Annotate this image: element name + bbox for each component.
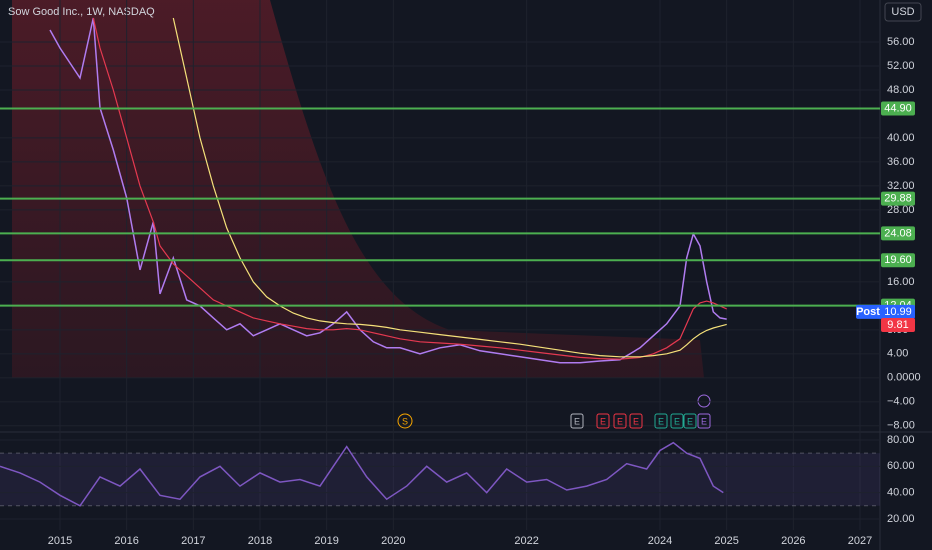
- rsi-band: [0, 453, 880, 506]
- event-marker: [570, 413, 584, 429]
- y-tick-label: 36.00: [887, 156, 915, 168]
- event-marker: [397, 413, 413, 429]
- price-level-box: [881, 253, 915, 268]
- x-tick-label: 2015: [48, 535, 72, 547]
- event-marker: [596, 413, 610, 429]
- event-label[interactable]: E: [600, 416, 606, 426]
- event-marker: [683, 413, 697, 429]
- x-tick-label: 2022: [514, 535, 538, 547]
- y-tick-label: 48.00: [887, 84, 915, 96]
- volume-profile: [12, 0, 704, 378]
- y-tick-label: 28.00: [887, 204, 915, 216]
- y-tick-label: 20.00: [887, 513, 915, 525]
- price-level-label: 44.90: [884, 102, 912, 114]
- y-tick-label: 80.00: [887, 434, 915, 446]
- x-tick-label: 2016: [114, 535, 138, 547]
- event-marker: [697, 413, 711, 429]
- y-tick-label: 56.00: [887, 36, 915, 48]
- event-label[interactable]: S: [402, 416, 408, 426]
- y-tick-label: 40.00: [887, 132, 915, 144]
- y-tick-label: 16.00: [887, 276, 915, 288]
- event-label[interactable]: E: [658, 416, 664, 426]
- event-marker: [613, 413, 627, 429]
- y-tick-label: 32.00: [887, 180, 915, 192]
- post-box: [856, 304, 915, 319]
- price-level-label: 19.60: [884, 254, 912, 266]
- event-label[interactable]: E: [687, 416, 693, 426]
- x-tick-label: 2026: [781, 535, 805, 547]
- price-line: [92, 17, 727, 360]
- x-tick-label: 2020: [381, 535, 405, 547]
- currency-button[interactable]: [884, 2, 922, 22]
- price-level-box: [881, 101, 915, 116]
- price-level-box: [881, 226, 915, 241]
- event-label[interactable]: E: [574, 416, 580, 426]
- price-line: [0, 441, 724, 507]
- y-tick-label: 60.00: [887, 460, 915, 472]
- price-level-label: 29.88: [884, 193, 912, 205]
- post-tag: Post: [856, 306, 880, 318]
- event-marker: [670, 413, 684, 429]
- last-box: [881, 317, 915, 332]
- event-marker: [629, 413, 643, 429]
- chart-title: Sow Good Inc., 1W, NASDAQ: [8, 6, 155, 18]
- post-value: 10.99: [884, 306, 912, 318]
- x-tick-label: 2019: [314, 535, 338, 547]
- last-value: 9.81: [887, 319, 908, 331]
- price-level-label: 24.08: [884, 227, 912, 239]
- lightning-icon[interactable]: [697, 394, 711, 408]
- y-tick-label: 52.00: [887, 60, 915, 72]
- event-label[interactable]: E: [674, 416, 680, 426]
- price-line: [172, 17, 727, 358]
- x-tick-label: 2025: [714, 535, 738, 547]
- x-tick-label: 2027: [848, 535, 872, 547]
- y-tick-label: 40.00: [887, 487, 915, 499]
- x-tick-label: 2018: [248, 535, 272, 547]
- price-level-box: [881, 191, 915, 206]
- y-tick-label: 0.0000: [887, 372, 921, 384]
- x-tick-label: 2024: [648, 535, 672, 547]
- y-tick-label: −4.00: [887, 396, 915, 408]
- x-tick-label: 2017: [181, 535, 205, 547]
- y-tick-label: −8.00: [887, 420, 915, 432]
- event-label[interactable]: E: [617, 416, 623, 426]
- event-marker: [654, 413, 668, 429]
- currency-label: USD: [891, 6, 914, 18]
- event-label[interactable]: E: [633, 416, 639, 426]
- y-tick-label: 4.00: [887, 348, 908, 360]
- event-label[interactable]: E: [701, 416, 707, 426]
